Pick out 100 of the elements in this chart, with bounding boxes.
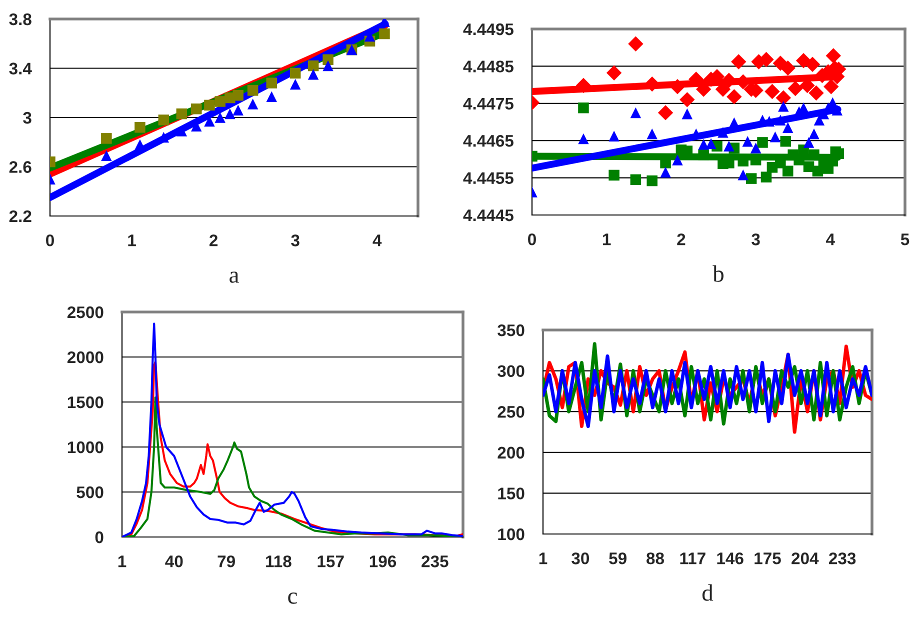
y-tick-label: 350 bbox=[498, 324, 524, 336]
point bbox=[764, 116, 775, 127]
point bbox=[266, 91, 277, 102]
point bbox=[191, 104, 202, 114]
x-tick-label: 59 bbox=[609, 552, 626, 564]
y-tick-label: 100 bbox=[498, 528, 524, 540]
point bbox=[780, 60, 796, 76]
x-tick-label: 175 bbox=[754, 552, 781, 564]
y-tick-label: 1500 bbox=[68, 396, 104, 408]
x-tick-label: 0 bbox=[46, 234, 54, 246]
x-axis-title: b bbox=[712, 265, 724, 282]
y-tick-label: 0 bbox=[95, 531, 104, 544]
point bbox=[832, 104, 842, 116]
y-tick-label: 4.4485 bbox=[463, 60, 514, 72]
point bbox=[247, 98, 258, 110]
x-tick-label: 1 bbox=[539, 552, 548, 564]
point bbox=[322, 54, 334, 66]
point bbox=[757, 137, 768, 148]
x-tick-label: 196 bbox=[370, 555, 396, 568]
point bbox=[101, 133, 112, 144]
x-tick-label: 118 bbox=[266, 555, 292, 568]
y-tick-label: 500 bbox=[76, 486, 104, 498]
y-tick-label: 250 bbox=[498, 406, 524, 418]
point bbox=[824, 79, 839, 94]
y-tick-label: 4.4465 bbox=[463, 135, 514, 147]
point bbox=[204, 100, 215, 111]
x-tick-label: 2 bbox=[210, 234, 218, 246]
point bbox=[379, 28, 390, 40]
x-axis-title: a bbox=[230, 272, 239, 283]
point bbox=[578, 133, 589, 144]
x-tick-label: 117 bbox=[680, 552, 706, 564]
x-tick-label: 5 bbox=[900, 234, 910, 246]
x-tick-label: 1 bbox=[128, 234, 136, 246]
point bbox=[812, 166, 824, 176]
point bbox=[724, 140, 734, 152]
point bbox=[576, 78, 592, 94]
point bbox=[224, 108, 236, 120]
point bbox=[808, 85, 824, 101]
y-tick-label: 4.4475 bbox=[463, 98, 514, 110]
point bbox=[232, 104, 244, 116]
point bbox=[726, 89, 742, 104]
point bbox=[778, 100, 789, 112]
point bbox=[808, 128, 820, 140]
point bbox=[775, 114, 786, 126]
y-tick-label: 150 bbox=[498, 488, 524, 500]
point bbox=[644, 76, 660, 92]
y-tick-label: 2500 bbox=[67, 306, 104, 318]
x-tick-label: 4 bbox=[826, 234, 835, 246]
point bbox=[706, 138, 716, 149]
point bbox=[776, 90, 792, 106]
point bbox=[290, 78, 301, 90]
y-tick-label: 300 bbox=[498, 365, 524, 378]
point bbox=[322, 60, 334, 72]
y-tick-label: 3.8 bbox=[9, 13, 32, 26]
point bbox=[214, 96, 226, 107]
point bbox=[247, 85, 258, 96]
point bbox=[101, 150, 112, 162]
x-tick-label: 0 bbox=[528, 233, 536, 246]
x-tick-label: 1 bbox=[603, 234, 611, 246]
y-tick-label: 4.4455 bbox=[463, 172, 514, 184]
x-tick-label: 88 bbox=[646, 552, 664, 564]
point bbox=[826, 48, 841, 64]
point bbox=[630, 107, 642, 118]
x-axis-title: c bbox=[288, 592, 298, 604]
x-tick-label: 3 bbox=[752, 233, 760, 246]
x-tick-label: 157 bbox=[318, 556, 344, 568]
point bbox=[680, 92, 695, 108]
x-tick-label: 2 bbox=[677, 233, 686, 246]
line-series bbox=[543, 352, 872, 428]
point bbox=[608, 130, 620, 142]
y-tick-label: 4.4445 bbox=[463, 210, 514, 222]
point bbox=[698, 149, 709, 160]
point bbox=[608, 170, 620, 181]
point bbox=[134, 122, 146, 133]
x-axis-title: d bbox=[702, 584, 714, 601]
point bbox=[670, 79, 686, 94]
y-tick-label: 200 bbox=[498, 446, 524, 459]
point bbox=[742, 136, 753, 147]
point bbox=[804, 56, 820, 72]
point bbox=[630, 174, 642, 186]
x-tick-label: 30 bbox=[572, 552, 590, 564]
point bbox=[788, 80, 803, 96]
point bbox=[658, 105, 674, 120]
point bbox=[764, 84, 780, 100]
point bbox=[232, 90, 244, 101]
point bbox=[646, 128, 658, 140]
point bbox=[770, 132, 781, 142]
point bbox=[672, 154, 683, 166]
point bbox=[606, 65, 622, 81]
point bbox=[628, 36, 644, 52]
y-tick-label: 3 bbox=[23, 112, 32, 124]
y-tick-label: 2.2 bbox=[9, 210, 32, 222]
point bbox=[718, 127, 728, 138]
point bbox=[782, 122, 794, 133]
point bbox=[578, 102, 589, 114]
point bbox=[760, 172, 772, 182]
y-tick-label: 2000 bbox=[67, 351, 104, 364]
point bbox=[738, 169, 748, 180]
point bbox=[214, 112, 226, 123]
point bbox=[750, 142, 762, 154]
